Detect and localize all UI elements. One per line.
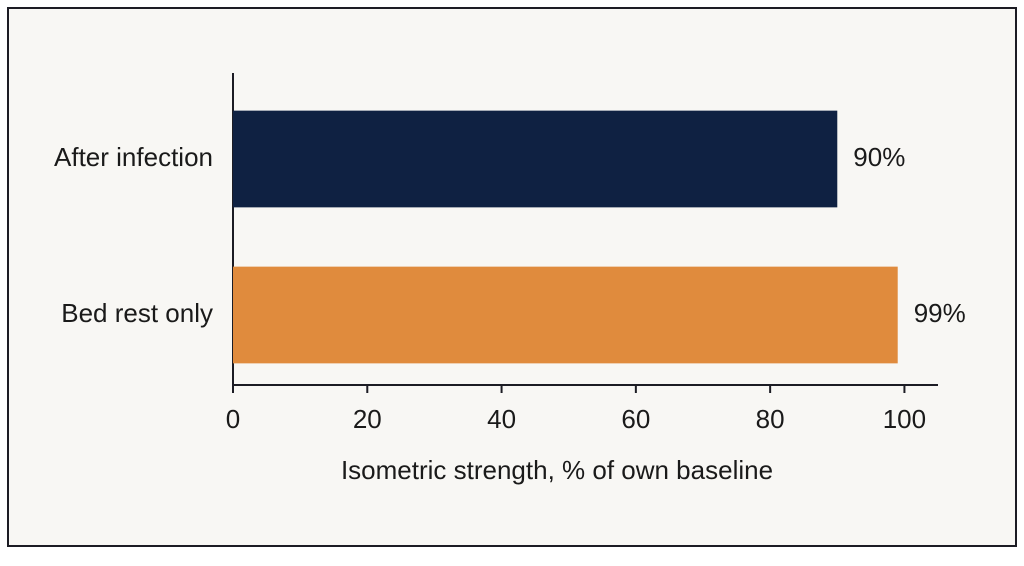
bar xyxy=(233,266,898,364)
x-tick-label: 80 xyxy=(756,404,785,434)
x-tick-label: 40 xyxy=(487,404,516,434)
value-label: 99% xyxy=(914,298,966,328)
x-tick-label: 100 xyxy=(883,404,926,434)
x-tick-label: 0 xyxy=(226,404,240,434)
x-tick-label: 60 xyxy=(621,404,650,434)
x-tick-label: 20 xyxy=(353,404,382,434)
y-tick-label: After infection xyxy=(54,142,213,172)
bar xyxy=(233,110,838,208)
x-axis-title: Isometric strength, % of own baseline xyxy=(341,455,773,485)
value-label: 90% xyxy=(853,142,905,172)
y-tick-label: Bed rest only xyxy=(61,298,213,328)
